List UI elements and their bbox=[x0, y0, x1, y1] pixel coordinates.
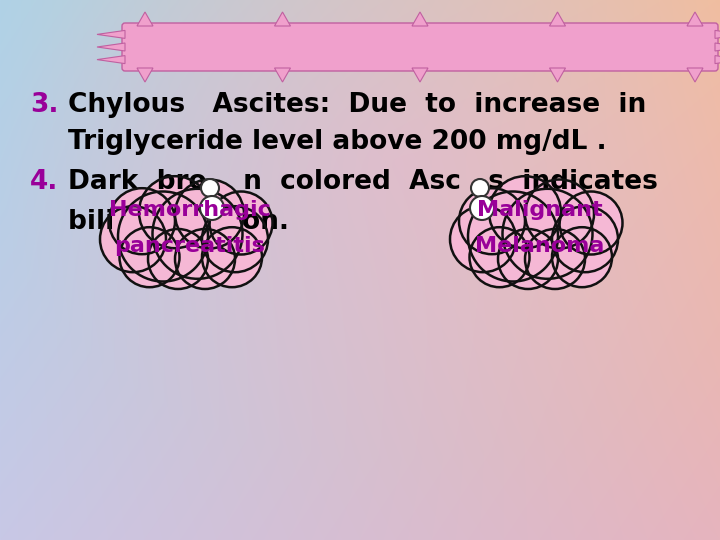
Circle shape bbox=[469, 227, 529, 287]
Polygon shape bbox=[549, 68, 565, 82]
Text: Chylous   Ascites:  Due  to  increase  in: Chylous Ascites: Due to increase in bbox=[68, 92, 647, 118]
Polygon shape bbox=[97, 30, 125, 38]
Circle shape bbox=[210, 192, 272, 254]
Text: 4.: 4. bbox=[30, 169, 58, 195]
Circle shape bbox=[459, 188, 525, 254]
Polygon shape bbox=[137, 68, 153, 82]
Polygon shape bbox=[715, 56, 720, 64]
Polygon shape bbox=[97, 43, 125, 51]
Polygon shape bbox=[412, 12, 428, 26]
Text: 3.: 3. bbox=[30, 92, 58, 118]
Circle shape bbox=[525, 229, 585, 289]
Circle shape bbox=[118, 192, 208, 281]
Circle shape bbox=[559, 192, 623, 254]
Text: Melanoma: Melanoma bbox=[475, 236, 605, 256]
Text: Triglyceride level above 200 mg/dL .: Triglyceride level above 200 mg/dL . bbox=[68, 129, 607, 155]
Polygon shape bbox=[715, 30, 720, 38]
Polygon shape bbox=[687, 68, 703, 82]
Text: pancreatitis: pancreatitis bbox=[114, 236, 266, 256]
FancyBboxPatch shape bbox=[122, 23, 718, 71]
Polygon shape bbox=[687, 12, 703, 26]
Circle shape bbox=[201, 179, 219, 197]
Polygon shape bbox=[549, 12, 565, 26]
Polygon shape bbox=[97, 56, 125, 64]
Circle shape bbox=[471, 179, 489, 197]
Circle shape bbox=[100, 206, 166, 272]
Circle shape bbox=[120, 227, 179, 287]
Circle shape bbox=[468, 192, 558, 281]
Circle shape bbox=[470, 196, 494, 220]
Polygon shape bbox=[137, 12, 153, 26]
Circle shape bbox=[552, 227, 612, 287]
Circle shape bbox=[202, 206, 268, 272]
Circle shape bbox=[498, 229, 558, 289]
Circle shape bbox=[109, 188, 175, 254]
Polygon shape bbox=[274, 68, 290, 82]
Circle shape bbox=[525, 179, 594, 248]
Text: Malignant: Malignant bbox=[477, 200, 603, 220]
Circle shape bbox=[200, 196, 224, 220]
Circle shape bbox=[148, 229, 208, 289]
Circle shape bbox=[450, 206, 516, 272]
Text: bili              on.: bili on. bbox=[68, 209, 289, 235]
Circle shape bbox=[175, 229, 235, 289]
Circle shape bbox=[503, 189, 593, 279]
Text: Dark  bro    n  colored  Asc   s  indicates: Dark bro n colored Asc s indicates bbox=[68, 169, 658, 195]
Circle shape bbox=[153, 189, 243, 279]
Circle shape bbox=[552, 206, 618, 272]
Polygon shape bbox=[715, 43, 720, 51]
Circle shape bbox=[175, 179, 244, 248]
Text: Hemorrhagic: Hemorrhagic bbox=[109, 200, 271, 220]
Polygon shape bbox=[412, 68, 428, 82]
Circle shape bbox=[202, 227, 262, 287]
Polygon shape bbox=[274, 12, 290, 26]
Circle shape bbox=[139, 176, 211, 248]
Circle shape bbox=[489, 176, 561, 248]
